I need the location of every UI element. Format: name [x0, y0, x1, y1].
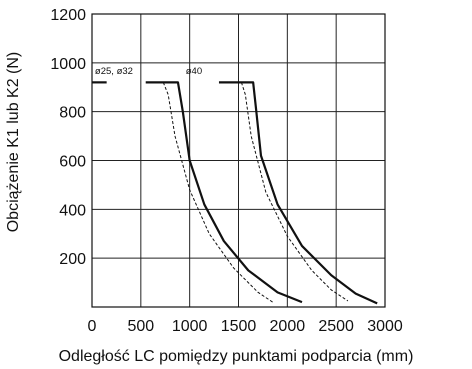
x-tick-label: 2000 — [270, 318, 306, 335]
solid-series-line — [145, 81, 303, 304]
x-tick-label: 1000 — [172, 318, 208, 335]
series-layer — [92, 81, 378, 305]
y-tick-label: 1000 — [50, 56, 86, 73]
tick-labels: 0 500 1000 1500 2000 2500 3000 200 400 600 800 1000… — [50, 7, 402, 335]
y-tick-label: 400 — [59, 202, 86, 219]
x-tick-label: 2500 — [318, 318, 354, 335]
chart-grid — [92, 14, 385, 307]
x-tick-label: 3000 — [367, 318, 403, 335]
x-tick-label: 1500 — [221, 318, 257, 335]
y-tick-label: 1200 — [50, 7, 86, 24]
y-tick-label: 800 — [59, 105, 86, 122]
annotations: ø25, ø32 ø40 — [95, 66, 202, 77]
annotation-label: ø25, ø32 — [95, 66, 133, 77]
x-tick-label: 500 — [127, 318, 154, 335]
y-tick-label: 600 — [59, 154, 86, 171]
y-axis-label: Obciążenie K1 lub K2 (N) — [5, 52, 22, 233]
x-axis-label: Odległość LC pomiędzy punktami podparcia… — [59, 348, 414, 365]
x-tick-label: 0 — [88, 318, 97, 335]
plot-area — [91, 13, 386, 308]
dashed-series-line — [162, 82, 273, 303]
y-tick-label: 200 — [59, 251, 86, 268]
dashed-series-line — [240, 82, 349, 302]
annotation-label: ø40 — [186, 66, 202, 77]
solid-series-line — [218, 81, 378, 305]
